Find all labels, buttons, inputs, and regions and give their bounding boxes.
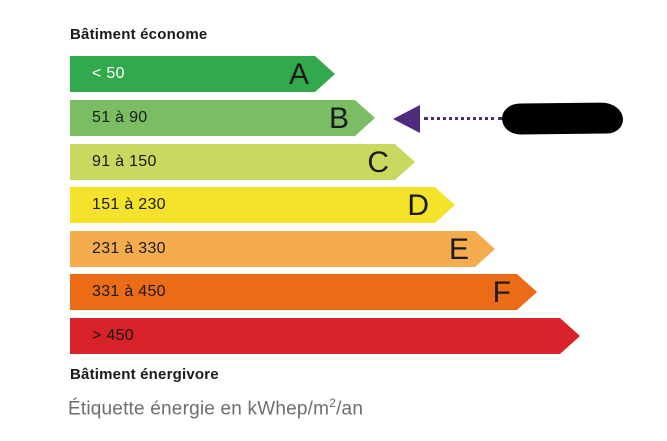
energy-bar-a: < 50 A (70, 56, 335, 92)
energy-class-letter: D (407, 189, 429, 222)
caption-superscript: 2 (329, 396, 337, 410)
energy-bar-g: > 450 (70, 318, 580, 354)
caption-suffix: /an (336, 398, 364, 420)
left-arrow-icon (393, 105, 420, 133)
energy-bar-f: 331 à 450 F (70, 274, 537, 310)
energy-class-letter: A (288, 58, 309, 91)
energy-range-label: < 50 (92, 65, 125, 82)
redacted-value-blob (501, 102, 624, 135)
economical-building-label: Bâtiment économe (70, 26, 208, 43)
caption-text: Étiquette énergie en kWhep/m (68, 398, 330, 420)
energy-range-label: 151 à 230 (92, 196, 166, 213)
energy-class-letter: C (367, 146, 389, 179)
energy-range-label: 331 à 450 (92, 283, 166, 300)
energy-range-label: 91 à 150 (92, 153, 157, 170)
energy-intensive-building-label: Bâtiment énergivore (70, 366, 219, 383)
energy-class-letter: B (328, 102, 349, 135)
energy-bar-c: 91 à 150 C (70, 144, 415, 180)
energy-bar-b: 51 à 90 B (70, 100, 375, 136)
energy-range-label: 231 à 330 (92, 240, 166, 257)
energy-class-letter: F (492, 276, 511, 309)
energy-range-label: 51 à 90 (92, 109, 148, 126)
energy-class-letter: E (448, 233, 469, 266)
energy-range-label: > 450 (92, 327, 134, 344)
energy-bar-e: 231 à 330 E (70, 231, 495, 267)
energy-bar-d: 151 à 230 D (70, 187, 455, 223)
chart-caption: Étiquette énergie en kWhep/m2/an (68, 396, 363, 420)
dotted-connector-line (424, 117, 502, 120)
